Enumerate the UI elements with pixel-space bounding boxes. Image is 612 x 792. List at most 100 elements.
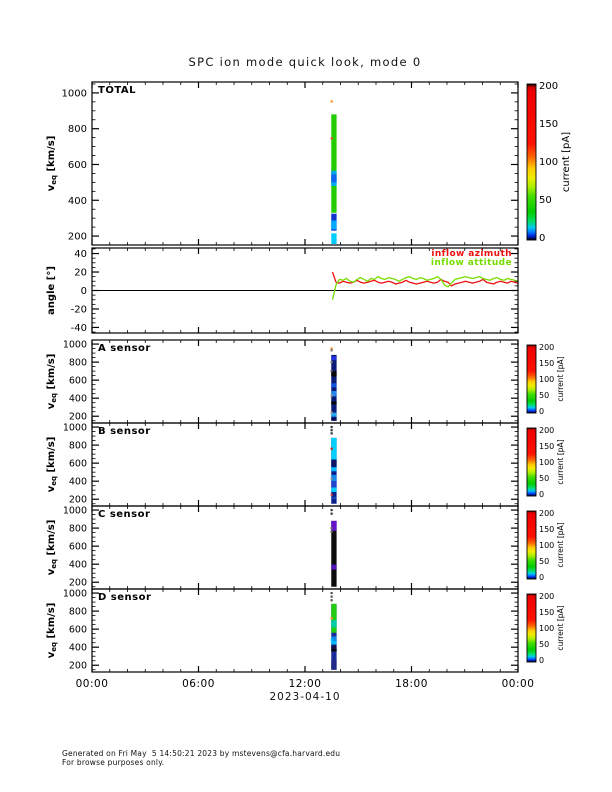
x-axis-date-label: 2023-04-10 [269, 691, 341, 703]
data-dot [330, 477, 333, 480]
data-dot [330, 508, 333, 512]
y-tick-label: 800 [69, 524, 87, 535]
y-tick-label: 600 [69, 625, 87, 636]
footer: Generated on Fri May 5 14:50:21 2023 by … [62, 749, 340, 767]
x-tick-label: 18:00 [395, 678, 428, 690]
panel-frame-c [91, 505, 519, 590]
colorbar-tick-label: 150 [539, 608, 554, 617]
spectrogram-column-segment [331, 233, 337, 244]
colorbar-tick-label: 150 [539, 525, 554, 534]
colorbar-tick-label: 50 [539, 640, 549, 649]
y-tick-label: 200 [69, 495, 87, 506]
x-tick-label: 12:00 [289, 678, 322, 690]
colorbar [526, 510, 537, 580]
colorbar-tick-label: 50 [539, 474, 549, 483]
colorbar-tick-label: 200 [539, 592, 554, 601]
y-axis-label-rest: [km/s] [46, 136, 57, 175]
colorbar-tick-label: 100 [539, 541, 554, 550]
x-tick-label: 00:00 [502, 678, 535, 690]
spectrogram-column-segment [331, 437, 337, 460]
data-dot [330, 591, 333, 595]
colorbar-tick-label: 200 [539, 509, 554, 518]
y-tick-label: 1000 [63, 423, 87, 434]
colorbar-tick-label: 150 [539, 359, 554, 368]
panel-frame-b [91, 422, 519, 507]
y-tick-label: 600 [69, 542, 87, 553]
y-tick-label: 1000 [62, 88, 87, 99]
spectrogram-column-segment [331, 220, 337, 230]
data-dot [330, 595, 333, 598]
spectrogram-column-segment [331, 459, 337, 467]
y-tick-label: 200 [68, 232, 87, 243]
y-axis-label-c: veq [km/s] [46, 520, 58, 576]
spectrogram-column-segment [331, 496, 337, 500]
y-axis-label-rest: [km/s] [46, 437, 57, 476]
spectrogram-column-segment [331, 390, 337, 397]
colorbar-tick-label: 100 [539, 375, 554, 384]
y-tick-label: 800 [69, 607, 87, 618]
colorbar-tick-label: 50 [539, 195, 552, 206]
colorbar [526, 83, 537, 241]
y-axis-label-sub: eq [50, 559, 58, 569]
panel-frame-total [91, 81, 519, 246]
data-dot [330, 370, 333, 373]
y-axis-label-total: veq [km/s] [46, 136, 58, 192]
colorbar-tick-label: 100 [539, 458, 554, 467]
spectrogram-column-segment [331, 660, 337, 670]
spectrogram-column-segment [331, 481, 337, 488]
y-tick-label: 40 [74, 249, 87, 260]
data-dot [330, 411, 333, 414]
colorbar-tick-label: 0 [539, 490, 544, 499]
data-dot [330, 425, 333, 429]
y-tick-label: 400 [69, 643, 87, 654]
y-tick-label: 0 [81, 286, 87, 297]
data-dot [330, 349, 333, 352]
y-tick-label: 200 [69, 661, 87, 672]
panel-label-a: A sensor [98, 343, 151, 354]
data-dot [330, 100, 333, 103]
spectrogram-column-segment [331, 520, 337, 531]
y-axis-label-rest: [km/s] [46, 520, 57, 559]
y-tick-label: 1000 [63, 589, 87, 600]
y-axis-label-b: veq [km/s] [46, 437, 58, 493]
colorbar-tick-label: 50 [539, 391, 549, 400]
y-tick-label: 200 [69, 578, 87, 589]
spectrogram-column-segment [331, 418, 337, 421]
spectrogram-column-segment [331, 401, 337, 405]
y-axis-label-sub: eq [50, 642, 58, 652]
spectrogram-column-segment [331, 520, 337, 587]
y-tick-label: 400 [68, 196, 87, 207]
spectrogram-column-segment [331, 640, 337, 645]
y-tick-label: 600 [69, 459, 87, 470]
y-axis-label-d: veq [km/s] [46, 603, 58, 659]
y-tick-label: -40 [71, 323, 87, 334]
spectrogram-column-segment [331, 474, 337, 482]
colorbar-tick-label: 150 [539, 119, 558, 130]
y-tick-label: 600 [68, 160, 87, 171]
spectrogram-column-segment [331, 412, 337, 417]
colorbar-tick-label: 200 [539, 343, 554, 352]
colorbar-axis-label: current [pA] [561, 132, 572, 192]
colorbar-tick-label: 0 [539, 407, 544, 416]
spectrogram-column-segment [331, 383, 337, 388]
spectrogram-column-segment [331, 564, 337, 570]
colorbar [526, 593, 537, 663]
panel-frame-d [91, 588, 519, 673]
legend-inflow-azimuth: inflow azimuth [431, 249, 512, 259]
spectrogram-column-segment [331, 487, 337, 493]
spectrogram-column-segment [331, 467, 337, 472]
y-axis-label-rest: [km/s] [46, 354, 57, 393]
chart-title: SPC ion mode quick look, mode 0 [188, 55, 422, 69]
y-tick-label: -20 [71, 304, 87, 315]
y-axis-label-angle: angle [°] [46, 266, 57, 315]
data-dot [330, 617, 333, 620]
y-tick-label: 600 [69, 376, 87, 387]
y-tick-label: 400 [69, 394, 87, 405]
colorbar-axis-label: current [pA] [556, 356, 565, 401]
panel-frame-a [91, 339, 519, 424]
legend-inflow-attitude: inflow attitude [430, 258, 512, 268]
colorbar-tick-label: 200 [539, 81, 558, 92]
data-dot [330, 361, 333, 364]
colorbar-tick-label: 0 [539, 573, 544, 582]
